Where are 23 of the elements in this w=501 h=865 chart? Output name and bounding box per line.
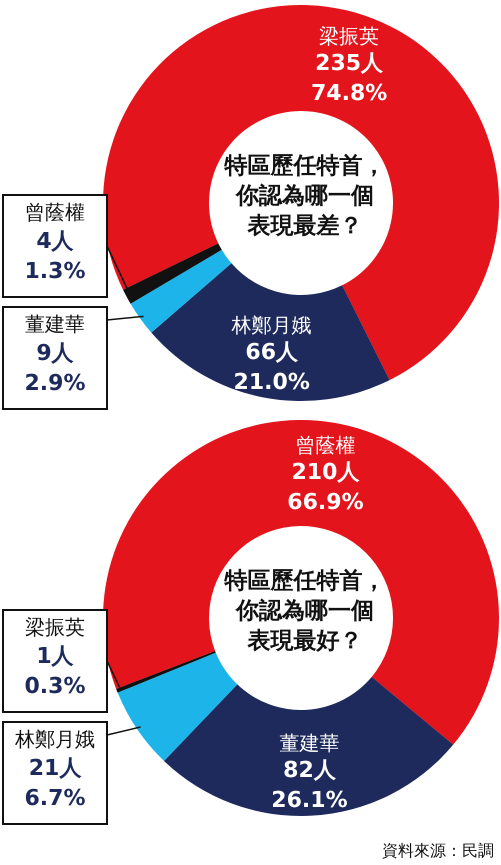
slice-label: 曾蔭權 (295, 433, 356, 458)
data-label: 9人 2.9% (24, 341, 86, 396)
donut-slice (151, 263, 390, 401)
text: 特區歷任特首，你認為哪一個表現最差？ (224, 153, 386, 239)
slice-label: 董建華 (25, 312, 85, 336)
donut-slice (164, 676, 454, 816)
data-label: 210人 66.9% (287, 460, 364, 516)
data-label: 1人 0.3% (24, 644, 86, 699)
slice-label: 梁振英 (319, 24, 380, 48)
data-label: 4人 1.3% (24, 229, 86, 284)
text: 特區歷任特首，你認為哪一個表現最好？ (224, 568, 386, 654)
donut-slice (130, 250, 232, 333)
slice-label: 梁振英 (25, 615, 85, 639)
source-note: 資料來源：民調 (382, 841, 494, 860)
slice-label: 林鄭月娥 (14, 727, 95, 751)
donut-slice (118, 652, 238, 761)
data-label: 21人 6.7% (24, 756, 86, 811)
data-label: 82人 26.1% (271, 758, 348, 813)
slice-label: 董建華 (279, 730, 340, 755)
data-label: 235人 74.8% (310, 50, 388, 106)
data-label: 66人 21.0% (234, 340, 310, 396)
slice-label: 林鄭月娥 (230, 313, 312, 338)
slice-label: 曾蔭權 (25, 200, 85, 224)
